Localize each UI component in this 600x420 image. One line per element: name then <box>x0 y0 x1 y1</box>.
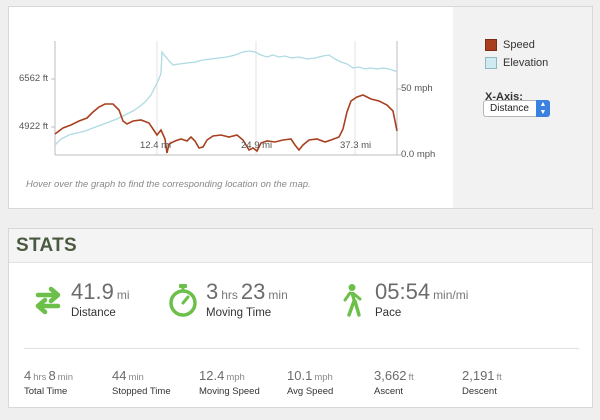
ascent-label: Ascent <box>374 386 404 397</box>
graph-legend-panel: Speed Elevation X-Axis: Distance ▲ ▼ <box>453 7 592 208</box>
stopped-time-label: Stopped Time <box>112 386 171 397</box>
descent-value: 2,191 ft <box>462 367 504 385</box>
moving-speed-value: 12.4 mph <box>199 367 260 385</box>
elevation-speed-graph-card: 6562 ft 4922 ft 50 mph 0.0 mph 12.4 mi 2… <box>8 6 593 209</box>
total-time-minutes: 8 <box>48 368 56 383</box>
total-time-stat: 4 hrs 8 min Total Time <box>24 367 75 397</box>
moving-speed-label: Moving Speed <box>199 386 260 397</box>
total-time-value: 4 hrs 8 min <box>24 367 75 385</box>
legend-speed-label: Speed <box>503 39 535 51</box>
y-right-tick-label: 0.0 mph <box>401 149 436 160</box>
legend-speed[interactable]: Speed <box>485 39 535 51</box>
moving-time-hours-unit: hrs <box>221 288 238 302</box>
y-right-tick-label: 50 mph <box>401 83 433 94</box>
elevation-swatch <box>485 57 497 69</box>
total-time-hours-unit: hrs <box>33 372 47 383</box>
y-left-tick-label: 4922 ft <box>19 121 49 132</box>
stats-title: STATS <box>16 235 77 256</box>
ascent-number: 3,662 <box>374 368 407 383</box>
x-tick-label: 37.3 mi <box>340 140 372 151</box>
x-axis-select[interactable]: Distance ▲ ▼ <box>483 100 550 117</box>
pace-unit: min/mi <box>433 288 469 302</box>
moving-time-minutes-unit: min <box>268 288 288 302</box>
graph-area[interactable]: 6562 ft 4922 ft 50 mph 0.0 mph 12.4 mi 2… <box>9 7 453 208</box>
legend-elevation-label: Elevation <box>503 57 549 69</box>
legend-elevation[interactable]: Elevation <box>485 57 548 69</box>
speed-swatch <box>485 39 497 51</box>
ascent-value: 3,662 ft <box>374 367 416 385</box>
select-arrows-icon: ▲ ▼ <box>536 100 550 117</box>
hover-instruction: Hover over the graph to find the corresp… <box>26 179 311 190</box>
descent-unit: ft <box>496 372 502 383</box>
x-axis-select-value: Distance <box>490 103 529 114</box>
avg-speed-number: 10.1 <box>287 368 313 383</box>
total-time-hours: 4 <box>24 368 32 383</box>
pace-value: 05:54 min/mi <box>375 279 471 305</box>
moving-time-minutes: 23 <box>240 279 266 304</box>
avg-speed-label: Avg Speed <box>287 386 334 397</box>
avg-speed-stat: 10.1 mph Avg Speed <box>287 367 335 397</box>
speed-line <box>54 94 398 154</box>
stats-card: STATS 41.9 mi Distance 3 hrs 23 min Moving T… <box>8 228 593 408</box>
x-tick-label: 24.9 mi <box>241 140 273 151</box>
ascent-unit: ft <box>408 372 414 383</box>
stopwatch-icon <box>169 284 197 317</box>
distance-value: 41.9 mi <box>71 279 133 305</box>
distance-number: 41.9 <box>71 279 114 304</box>
stats-divider <box>24 348 579 349</box>
avg-speed-value: 10.1 mph <box>287 367 335 385</box>
total-time-label: Total Time <box>24 386 68 397</box>
pace-number: 05:54 <box>375 279 431 304</box>
moving-time-hours: 3 <box>206 279 219 304</box>
moving-time-value: 3 hrs 23 min <box>206 279 291 305</box>
descent-label: Descent <box>462 386 497 397</box>
stopped-time-number: 44 <box>112 368 127 383</box>
x-tick-label: 12.4 mi <box>140 140 172 151</box>
distance-label: Distance <box>71 307 116 319</box>
moving-time-label: Moving Time <box>206 307 272 319</box>
stats-header: STATS <box>9 229 592 263</box>
descent-stat: 2,191 ft Descent <box>462 367 504 397</box>
elevation-speed-chart[interactable] <box>9 7 453 208</box>
distance-unit: mi <box>116 288 130 302</box>
total-time-minutes-unit: min <box>57 372 73 383</box>
ascent-stat: 3,662 ft Ascent <box>374 367 416 397</box>
route-arrows-icon <box>35 286 61 315</box>
walker-icon <box>343 284 362 317</box>
stopped-time-unit: min <box>128 372 144 383</box>
elevation-line <box>54 49 398 146</box>
moving-speed-unit: mph <box>226 372 245 383</box>
stopped-time-stat: 44 min Stopped Time <box>112 367 171 397</box>
descent-number: 2,191 <box>462 368 495 383</box>
y-left-tick-label: 6562 ft <box>19 73 49 84</box>
moving-speed-number: 12.4 <box>199 368 225 383</box>
avg-speed-unit: mph <box>314 372 333 383</box>
pace-label: Pace <box>375 307 402 319</box>
moving-speed-stat: 12.4 mph Moving Speed <box>199 367 260 397</box>
stopped-time-value: 44 min <box>112 367 171 385</box>
